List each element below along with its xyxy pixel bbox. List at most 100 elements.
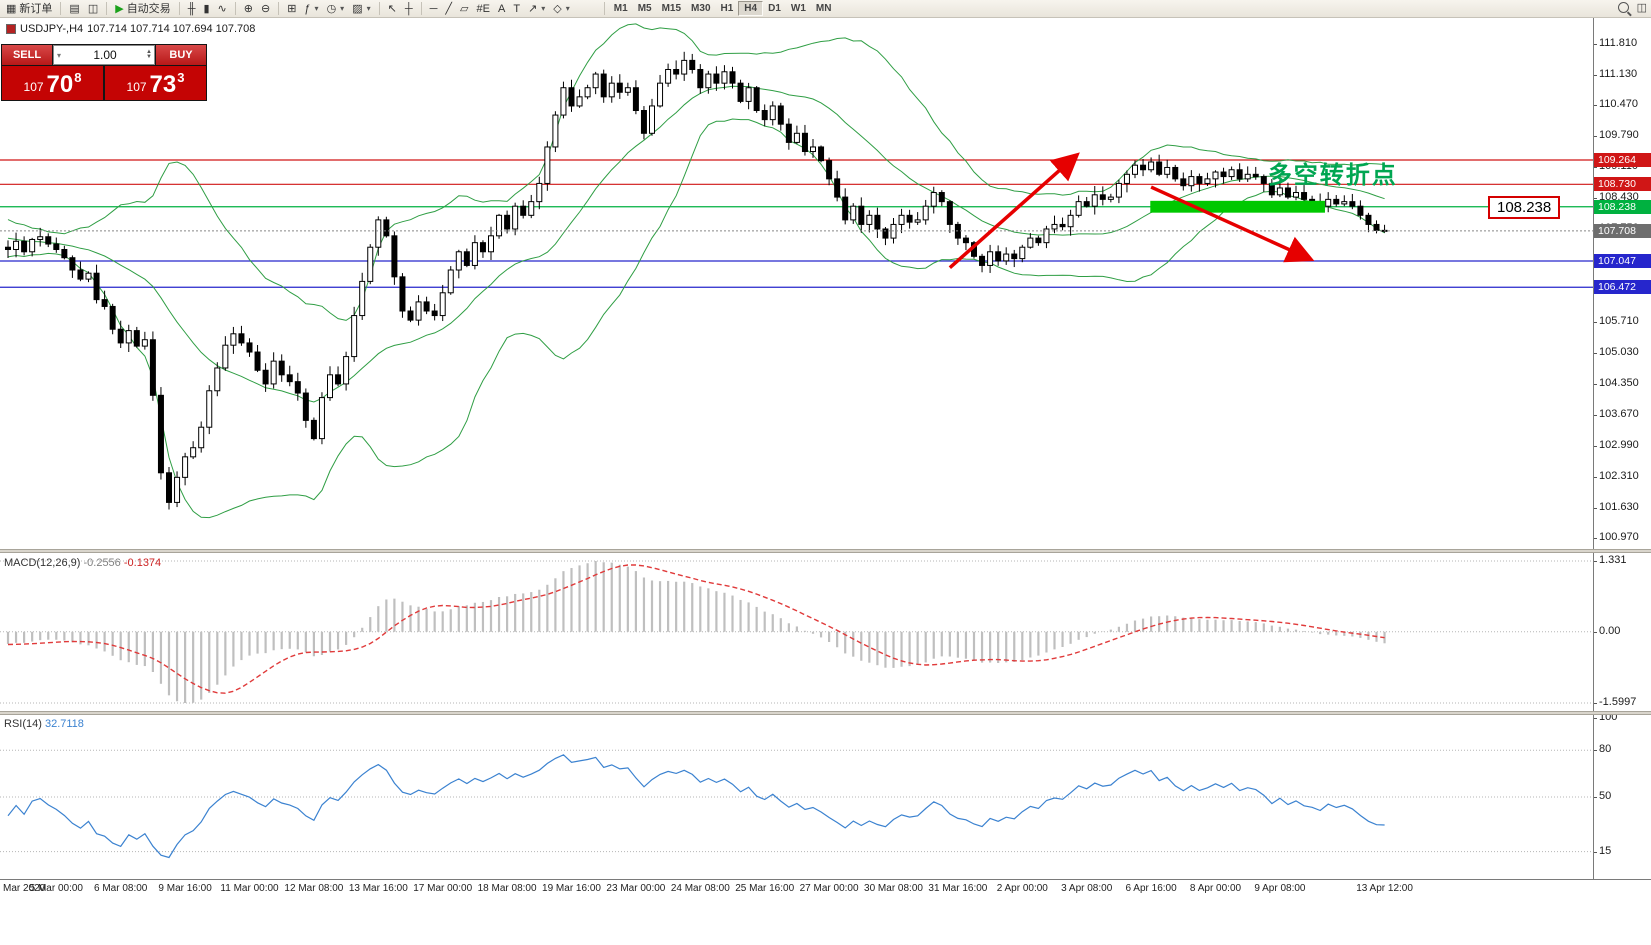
timeframe-mn-button[interactable]: MN xyxy=(815,3,832,14)
ohlc-values: 107.714 107.714 107.694 107.708 xyxy=(87,23,256,35)
timeframe-m15-button[interactable]: M15 xyxy=(661,3,682,14)
timeframe-m1-button[interactable]: M1 xyxy=(613,3,628,14)
sell-button[interactable]: SELL xyxy=(2,45,52,65)
candle xyxy=(423,301,430,312)
shapes-button[interactable]: ◇ ▾ xyxy=(549,1,573,17)
buy-price-button[interactable]: 107 73 3 xyxy=(105,66,206,100)
text-label-button[interactable]: T xyxy=(509,1,524,17)
candle xyxy=(318,397,325,440)
arrows-button[interactable]: ↗ ▾ xyxy=(524,1,549,17)
time-axis[interactable]: Mar 2020 5 Mar 00:00 6 Mar 08:00 9 Mar 16:0… xyxy=(0,879,1651,897)
candle xyxy=(1220,171,1227,178)
equidistant-channel-button[interactable]: ▱ xyxy=(456,1,472,17)
candle xyxy=(5,246,11,250)
zoom-out-icon: ⊖ xyxy=(260,2,271,15)
timeframe-m5-button[interactable]: M5 xyxy=(637,3,652,14)
zoom-in-button[interactable]: ⊕ xyxy=(240,1,257,17)
templates-button[interactable]: ▨ ▾ xyxy=(348,1,374,17)
sell-price-button[interactable]: 107 70 8 xyxy=(2,66,103,100)
price-tag: 107.708 xyxy=(1594,223,1651,238)
candle xyxy=(1172,166,1179,180)
volume-input[interactable]: ▾ 1.00 ▲ ▼ xyxy=(53,45,155,65)
horizontal-line-icon: ─ xyxy=(429,2,438,15)
line-chart-icon: ∿ xyxy=(217,2,227,15)
rsi-splitter[interactable] xyxy=(0,711,1651,715)
shapes-dropdown-icon[interactable]: ▾ xyxy=(565,3,570,13)
timeframe-w1-button[interactable]: W1 xyxy=(790,3,806,14)
candle xyxy=(1244,173,1251,180)
fibonacci-button[interactable]: #E xyxy=(473,1,494,17)
candle xyxy=(987,251,994,266)
timeframe-h4-button[interactable]: H4 xyxy=(738,1,764,16)
price-tick-label: 100.970 xyxy=(1594,530,1639,543)
macd-indicator-label: MACD(12,26,9) -0.2556 -0.1374 xyxy=(4,557,162,569)
charts-icon: ▤ xyxy=(69,2,80,15)
candle xyxy=(1083,201,1090,207)
time-tick-label: 18 Mar 08:00 xyxy=(477,883,537,894)
indicators-dropdown-icon[interactable]: ▾ xyxy=(314,3,319,13)
zoom-out-button[interactable]: ⊖ xyxy=(257,1,274,17)
candle xyxy=(761,110,768,121)
timeframe-h1-button[interactable]: H1 xyxy=(720,3,734,14)
horizontal-line-button[interactable]: ─ xyxy=(426,1,442,17)
candle xyxy=(568,87,575,107)
price-scale[interactable]: 111.810111.130110.470109.790109.110108.4… xyxy=(1593,18,1651,879)
candle xyxy=(351,315,358,358)
timeframe-d1-button[interactable]: D1 xyxy=(768,3,781,14)
candle xyxy=(544,146,551,184)
candle xyxy=(1156,161,1163,175)
arrows-dropdown-icon[interactable]: ▾ xyxy=(541,3,546,13)
time-tick-label: 6 Apr 16:00 xyxy=(1125,883,1177,894)
periods-dropdown-icon[interactable]: ▾ xyxy=(340,3,345,13)
search-icon[interactable] xyxy=(1617,2,1629,13)
candle xyxy=(1075,201,1082,216)
new-order-icon: ▦ xyxy=(6,2,17,15)
macd-splitter[interactable] xyxy=(0,549,1651,553)
candle xyxy=(1132,164,1138,175)
panel-toggle-icon[interactable]: ◫ xyxy=(1636,2,1647,14)
candle xyxy=(1325,198,1332,207)
top-toolbar: ▦ 新订单 ▤ ◫ ▶ 自动交易 ╫ ▮ ∿ ⊕ ⊖ ⊞ ƒ ▾ ◷ ▾ ▨ ▾ ↖ ┼ ─ ╱ ▱ #E A T ↗ ▾ ◇ ▾ M1 M5… xyxy=(0,0,1651,18)
candle xyxy=(777,105,784,125)
volume-stepper[interactable]: ▲ ▼ xyxy=(146,49,152,60)
periods-button[interactable]: ◷ ▾ xyxy=(323,1,349,17)
timeframe-m30-button[interactable]: M30 xyxy=(691,3,711,14)
toolbar-separator xyxy=(603,2,605,15)
candle xyxy=(1301,192,1308,200)
indicators-button[interactable]: ƒ ▾ xyxy=(300,1,322,17)
candle xyxy=(1019,246,1026,260)
candle xyxy=(1268,182,1275,196)
candle xyxy=(455,251,462,271)
profiles-button[interactable]: ◫ xyxy=(84,1,102,17)
volume-value[interactable]: 1.00 xyxy=(93,48,117,62)
price-pane xyxy=(0,23,1593,519)
candle xyxy=(632,87,639,112)
new-order-button[interactable]: ▦ 新订单 xyxy=(2,1,56,17)
candle xyxy=(1115,182,1122,198)
volume-dropdown-icon[interactable]: ▾ xyxy=(57,50,62,60)
charts-button[interactable]: ▤ xyxy=(65,1,83,17)
candle xyxy=(584,87,591,98)
templates-dropdown-icon[interactable]: ▾ xyxy=(366,3,371,13)
candlestick-chart-button[interactable]: ▮ xyxy=(199,1,213,17)
trendline-button[interactable]: ╱ xyxy=(441,1,456,17)
cursor-button[interactable]: ↖ xyxy=(384,1,401,17)
bar-chart-icon: ╫ xyxy=(187,2,196,15)
shapes-icon: ◇ xyxy=(553,2,562,15)
time-tick-label: 31 Mar 16:00 xyxy=(928,883,988,894)
text-button[interactable]: A xyxy=(494,1,509,17)
buy-button[interactable]: BUY xyxy=(156,45,206,65)
bar-chart-button[interactable]: ╫ xyxy=(184,1,200,17)
autotrading-icon: ▶ xyxy=(115,2,124,15)
line-chart-button[interactable]: ∿ xyxy=(214,1,231,17)
tile-windows-button[interactable]: ⊞ xyxy=(283,1,300,17)
candle xyxy=(1011,253,1018,260)
candle xyxy=(745,87,752,102)
candle xyxy=(842,196,849,221)
time-tick-label: 23 Mar 00:00 xyxy=(606,883,666,894)
autotrading-button[interactable]: ▶ 自动交易 xyxy=(111,1,174,17)
candle xyxy=(624,87,631,93)
crosshair-button[interactable]: ┼ xyxy=(401,1,417,17)
